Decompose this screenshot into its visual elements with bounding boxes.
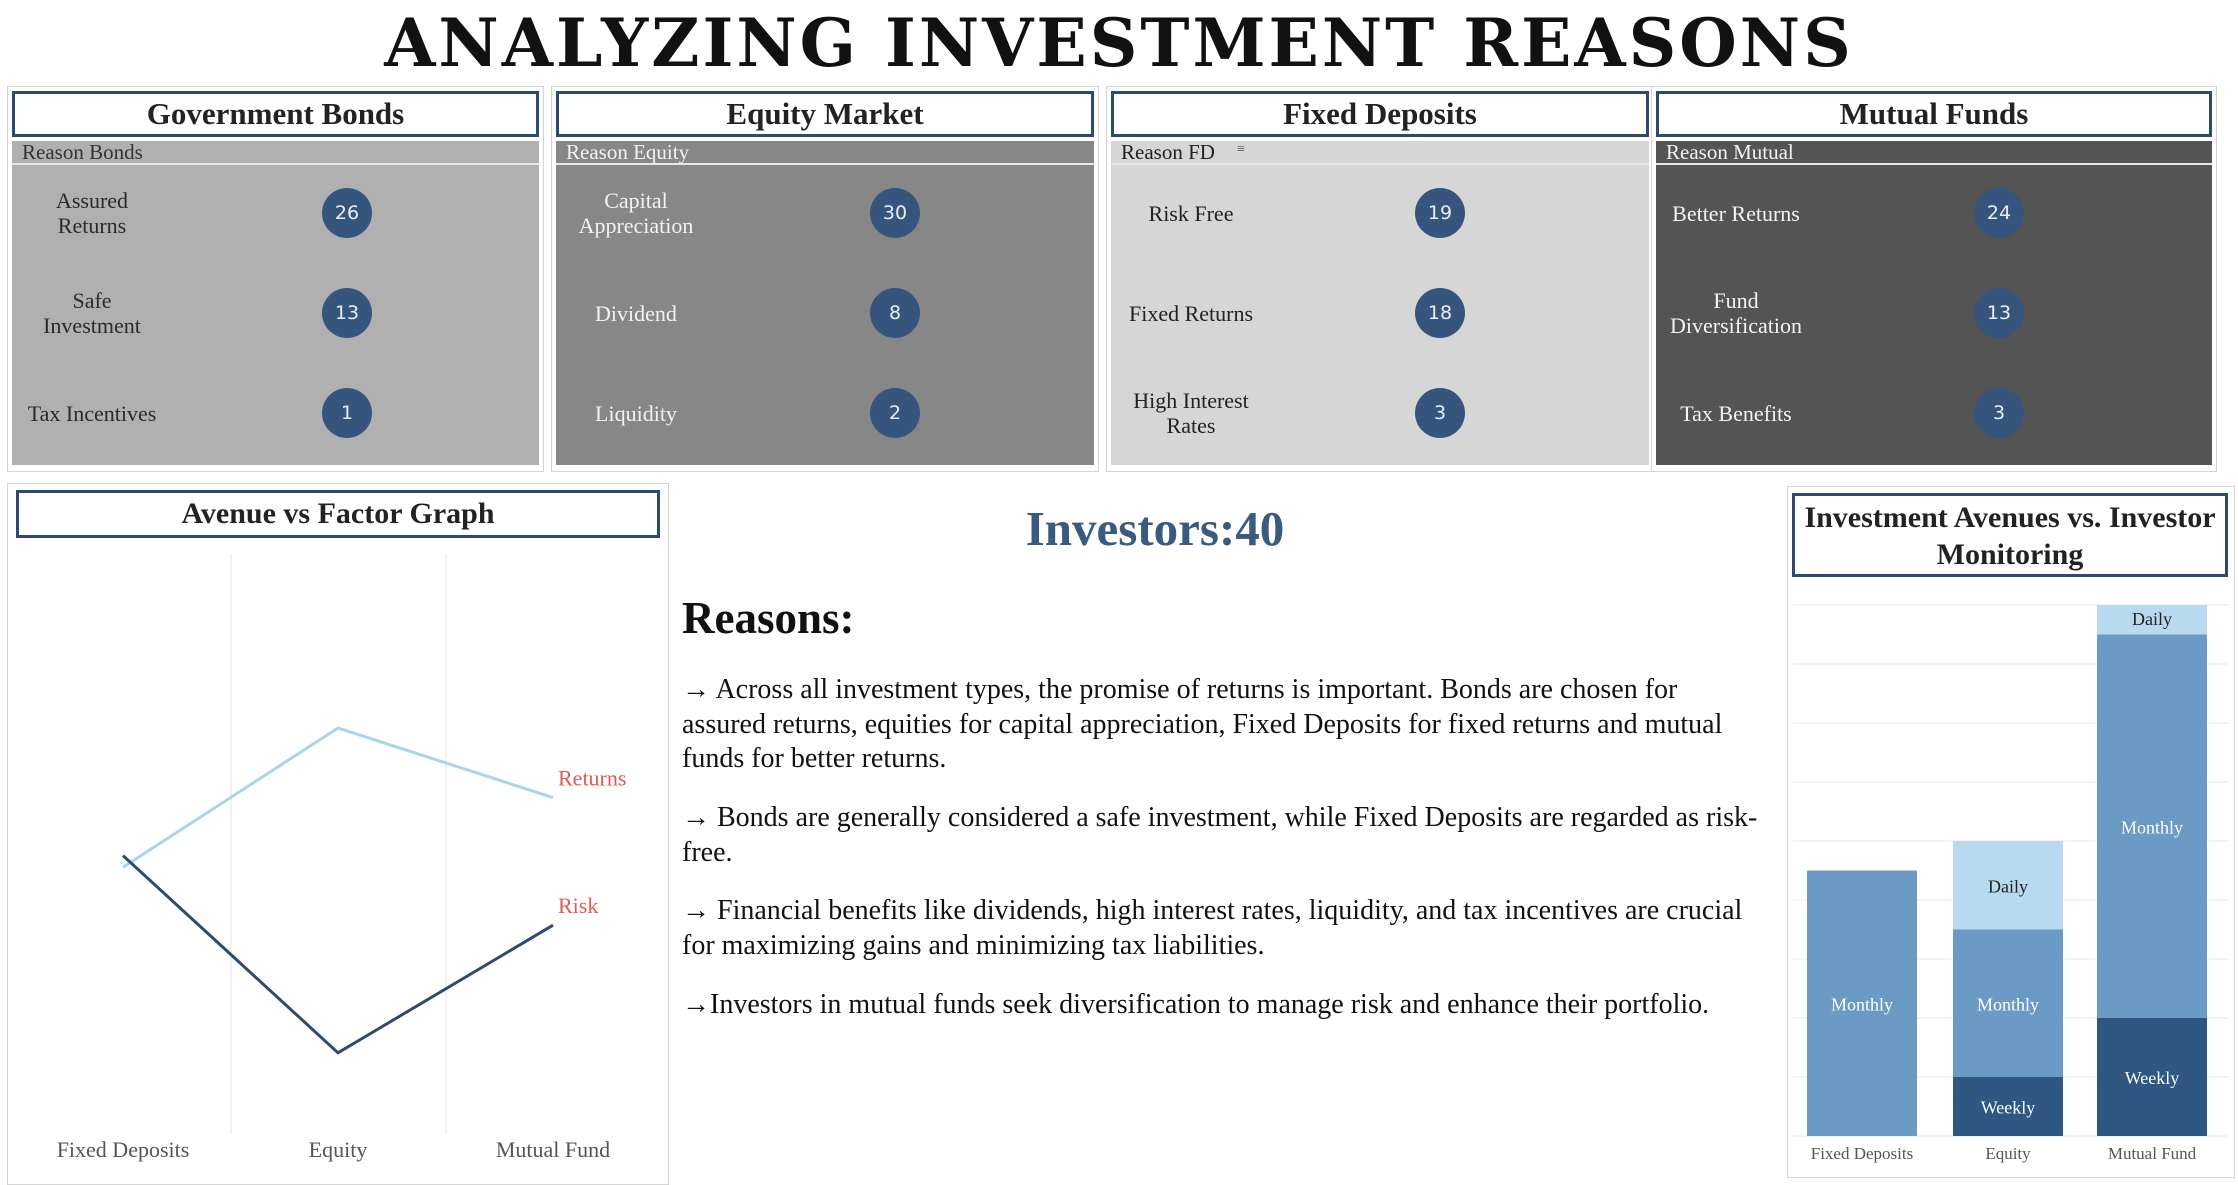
count-bubble: 24 [1974, 188, 2024, 238]
reason-label-line: Tax Benefits [1680, 400, 1792, 426]
count-bubble: 13 [322, 288, 372, 338]
line-chart: Returns Risk Fixed Deposits Equity Mutual Fu… [57, 554, 626, 1162]
reason-label: Tax Incentives [12, 401, 172, 426]
bar-segment-weekly [1953, 1077, 2063, 1136]
investors-count: Investors:40 [1025, 501, 1285, 556]
column-header: Reason Bonds [12, 141, 539, 165]
card-equity-market: Equity Market Reason Equity Capital Appreci… [551, 86, 1099, 472]
reason-label: Fixed Returns [1111, 301, 1271, 326]
reason-label: Dividend [556, 301, 716, 326]
reason-label: Fund Diversification [1656, 288, 1816, 338]
bar-segment-monthly [1953, 929, 2063, 1077]
card-mutual-funds: Mutual Funds Reason Mutual Better Returns 2… [1651, 86, 2217, 472]
count-bubble: 18 [1415, 288, 1465, 338]
reason-label-line: Liquidity [595, 400, 677, 426]
series-label: Returns [558, 766, 626, 791]
segment-label: Monthly [2121, 817, 2183, 837]
card-body: Reason Bonds Assured Returns 26 Safe Investme… [12, 141, 539, 465]
x-tick-label: Equity [1985, 1144, 2031, 1163]
card-title: Equity Market [556, 91, 1094, 137]
reason-label-line: Risk Free [1148, 200, 1234, 226]
page-title: ANALYZING INVESTMENT REASONS [384, 4, 1854, 82]
card-body: Reason Equity Capital Appreciation 30 Divide… [556, 141, 1094, 465]
sort-icon[interactable]: ≡ [1237, 142, 1245, 157]
reason-label-line: Tax Incentives [27, 400, 157, 426]
count-bubble: 30 [870, 188, 920, 238]
reason-label-line: Better Returns [1672, 200, 1800, 226]
bar-chart-panel: Investment Avenues vs. Investor Monitori… [1787, 486, 2235, 1178]
reason-label: Better Returns [1656, 201, 1816, 226]
reason-label-line: Appreciation [578, 213, 694, 238]
bar-chart: Monthly Fixed Deposits Weekly Monthly Daily E… [1793, 604, 2229, 1163]
reason-label-line: Safe [72, 288, 112, 313]
count-bubble: 2 [870, 388, 920, 438]
line-chart-panel: Avenue vs Factor Graph Returns Risk Fixed … [7, 483, 669, 1185]
series-line-risk [121, 854, 554, 1055]
reason-label-line: Assured [55, 188, 129, 213]
segment-label: Weekly [1981, 1098, 2036, 1118]
reason-paragraph-1: → Across all investment types, the promi… [682, 674, 1723, 774]
reason-paragraph-3: → Financial benefits like dividends, hig… [682, 895, 1743, 961]
card-title: Mutual Funds [1656, 91, 2212, 137]
reason-label: Tax Benefits [1656, 401, 1816, 426]
series-line-returns [122, 726, 554, 869]
bar-chart-title: Investment Avenues vs. Investor Monitori… [1792, 493, 2228, 577]
line-chart-title: Avenue vs Factor Graph [16, 490, 660, 538]
bar-segment-monthly [1807, 870, 1917, 1136]
count-bubble: 3 [1974, 388, 2024, 438]
count-bubble: 26 [322, 188, 372, 238]
reason-label: Assured Returns [12, 188, 172, 238]
reasons-heading: Reasons: [682, 593, 855, 643]
reason-label: Liquidity [556, 401, 716, 426]
card-title: Fixed Deposits [1111, 91, 1649, 137]
bar-segment-monthly [2097, 634, 2207, 1018]
x-tick-label: Fixed Deposits [57, 1137, 190, 1162]
segment-label: Weekly [2125, 1068, 2180, 1088]
series-label: Risk [558, 893, 598, 918]
reason-label-line: Dividend [595, 300, 677, 326]
reason-label-line: Fund [1713, 288, 1759, 313]
reason-label-line: Returns [57, 213, 127, 238]
card-title: Government Bonds [12, 91, 539, 137]
x-tick-label: Mutual Fund [496, 1137, 610, 1162]
count-bubble: 8 [870, 288, 920, 338]
bar-segment-weekly [2097, 1018, 2207, 1136]
card-body: Reason Mutual Better Returns 24 Fund Diversi… [1656, 141, 2212, 465]
reason-label: Capital Appreciation [556, 188, 716, 238]
column-header: Reason Equity [556, 141, 1094, 165]
reason-label: Safe Investment [12, 288, 172, 338]
x-tick-label: Equity [309, 1137, 368, 1162]
bar-segment-daily [2097, 605, 2207, 635]
reason-paragraph-2: → Bonds are generally considered a safe … [682, 802, 1758, 868]
count-bubble: 1 [322, 388, 372, 438]
reason-label: Risk Free [1111, 201, 1271, 226]
count-bubble: 19 [1415, 188, 1465, 238]
reason-label-line: Rates [1166, 413, 1216, 438]
reason-paragraph-4: →Investors in mutual funds seek diversif… [682, 989, 1710, 1020]
column-header: Reason Mutual [1656, 141, 2212, 165]
reason-label-line: Investment [43, 313, 141, 338]
card-fixed-deposits: Fixed Deposits Reason FD ≡ Risk Free 19 Fixed… [1106, 86, 1654, 472]
x-tick-label: Fixed Deposits [1811, 1144, 1913, 1163]
segment-label: Daily [1988, 876, 2028, 896]
reason-label-line: High Interest [1133, 388, 1249, 413]
count-bubble: 13 [1974, 288, 2024, 338]
column-header: Reason FD [1111, 141, 1649, 165]
reason-label-line: Fixed Returns [1128, 300, 1254, 326]
segment-label: Monthly [1977, 994, 2039, 1014]
reason-label-line: Diversification [1670, 313, 1802, 338]
bar-segment-daily [1953, 841, 2063, 930]
x-tick-label: Mutual Fund [2108, 1144, 2197, 1163]
segment-label: Monthly [1831, 994, 1893, 1014]
count-bubble: 3 [1415, 388, 1465, 438]
segment-label: Daily [2132, 609, 2172, 629]
reason-label-line: Capital [604, 188, 668, 213]
card-government-bonds: Government Bonds Reason Bonds Assured Retur… [7, 86, 544, 472]
card-body: Reason FD ≡ Risk Free 19 Fixed Returns 18 High… [1111, 141, 1649, 465]
reason-label: High Interest Rates [1111, 388, 1271, 438]
